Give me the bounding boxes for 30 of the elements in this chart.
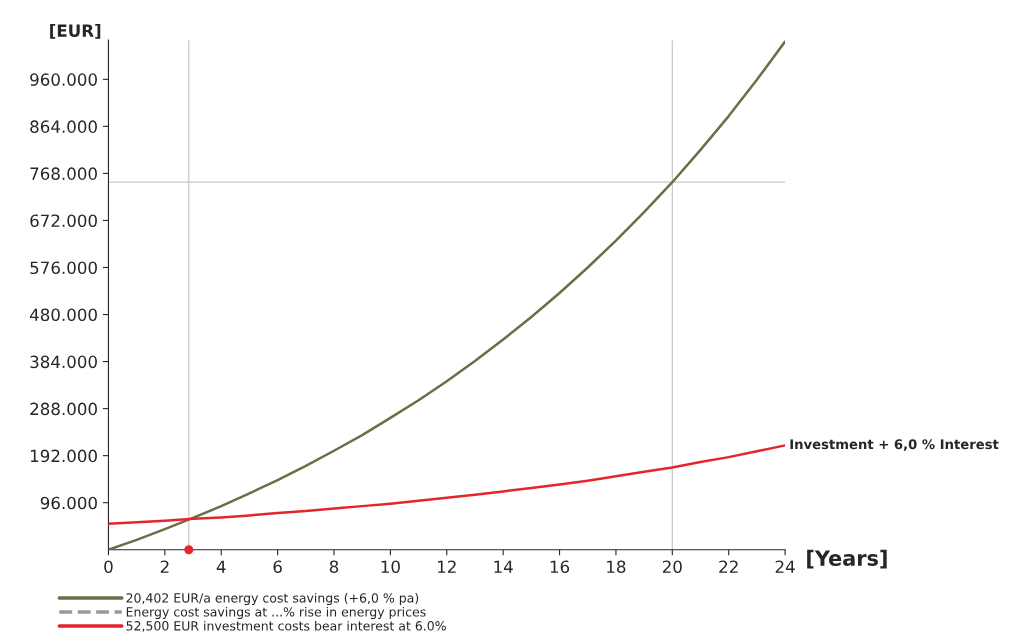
y-tick-label: 480.000 <box>29 308 97 322</box>
y-tick-label: 192.000 <box>30 449 97 463</box>
y-tick-label: 96.000 <box>40 496 97 510</box>
x-tick-label: 10 <box>381 560 400 574</box>
legend-label: 20,402 EUR/a energy cost savings (+6,0 % pa) <box>126 592 419 606</box>
x-tick-label: 0 <box>104 560 113 574</box>
x-axis-title: [Years] <box>807 549 887 569</box>
x-tick-label: 14 <box>494 560 513 573</box>
annotation: Investment + 6,0 % Interest <box>790 439 999 451</box>
y-tick-label: 864.000 <box>30 120 97 133</box>
line-series <box>108 444 786 526</box>
y-tick-label: 960.000 <box>30 73 97 86</box>
y-tick-label: 384.000 <box>30 355 97 369</box>
x-tick-label: 4 <box>216 560 226 573</box>
y-axis-title: [EUR] <box>50 24 101 39</box>
x-tick-label: 16 <box>550 560 570 574</box>
x-tick-label: 20 <box>662 560 682 574</box>
y-tick-label: 288.000 <box>30 402 97 416</box>
x-tick-label: 8 <box>329 560 339 574</box>
legend-label: Energy cost savings at ...% rise in energy prices <box>126 606 426 620</box>
x-tick-label: 18 <box>607 560 626 574</box>
y-tick-label: 672.000 <box>30 214 97 228</box>
x-tick-label: 12 <box>438 560 456 573</box>
x-tick-label: 24 <box>775 560 795 573</box>
x-tick-label: 22 <box>719 560 738 573</box>
y-tick-label: 576.000 <box>30 261 97 275</box>
x-tick-label: 2 <box>160 560 169 573</box>
x-tick-label: 6 <box>273 560 282 574</box>
y-tick-label: 768.000 <box>30 167 97 180</box>
legend-label: 52,500 EUR investment costs bear interest at 6.0% <box>126 620 446 632</box>
